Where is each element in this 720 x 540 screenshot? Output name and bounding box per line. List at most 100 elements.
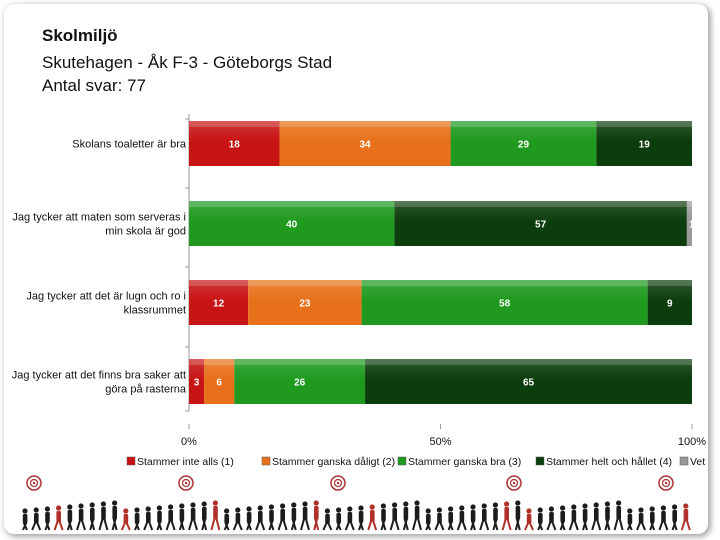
walker-leg: [613, 518, 619, 531]
walker-leg: [237, 522, 243, 531]
response-count: Antal svar: 77: [42, 76, 146, 95]
walker-head: [515, 500, 521, 506]
walker-leg: [53, 521, 59, 531]
walker-body: [549, 512, 554, 523]
walker-leg: [322, 522, 328, 531]
walker-head: [448, 506, 454, 512]
walker-leg: [680, 520, 686, 531]
walker-leg: [434, 522, 440, 531]
walker-leg: [412, 518, 417, 531]
walker-head: [190, 502, 196, 508]
bar-segment: [189, 121, 280, 166]
x-tick-label: 0%: [181, 436, 197, 448]
walker-figure: [412, 500, 422, 531]
walker-leg: [58, 521, 64, 531]
walker-figure: [649, 506, 656, 531]
bar-segment: [361, 280, 648, 325]
walker-leg: [671, 520, 677, 531]
walker-leg: [335, 522, 341, 531]
walker-leg: [461, 521, 467, 531]
walker-leg: [193, 519, 198, 531]
bar-highlight: [450, 121, 597, 127]
walker-leg: [44, 521, 50, 531]
walker-body: [67, 510, 73, 522]
walker-leg: [215, 518, 221, 531]
walker-body: [392, 508, 397, 521]
walker-leg: [685, 520, 691, 531]
data-label: 0: [694, 140, 700, 151]
walker-leg: [300, 518, 305, 531]
bar-highlight: [365, 359, 692, 365]
walker-figure: [447, 506, 454, 531]
walker-leg: [492, 519, 498, 531]
walker-figure: [389, 502, 400, 531]
walker-leg: [143, 521, 149, 531]
walker-body: [504, 507, 509, 521]
walker-figure: [636, 507, 646, 531]
walker-leg: [201, 518, 207, 531]
data-label: 23: [299, 299, 311, 310]
bar-highlight: [647, 280, 692, 286]
legend-label: Stammer ganska bra (3): [408, 456, 521, 468]
bar-highlight: [189, 359, 205, 365]
walker-head: [403, 501, 409, 507]
walker-body: [605, 507, 610, 521]
walker-body: [526, 514, 532, 524]
walker-body: [571, 510, 577, 522]
walker-body: [22, 514, 28, 524]
legend-swatch: [679, 456, 689, 466]
bar-segment: [450, 121, 597, 166]
walker-leg: [260, 521, 266, 531]
legend-label: Stammer helt och hållet (4): [546, 456, 672, 468]
walker-head: [246, 506, 252, 512]
walker-body: [123, 514, 129, 524]
walker-body: [448, 512, 453, 523]
walker-leg: [568, 520, 574, 531]
walker-body: [650, 512, 655, 523]
data-label: 26: [294, 378, 306, 389]
walker-head: [425, 508, 431, 514]
walker-head: [280, 503, 286, 509]
walker-leg: [66, 520, 72, 531]
walker-figure: [53, 505, 64, 531]
category-label: klassrummet: [124, 305, 186, 317]
walker-head: [369, 504, 375, 510]
walker-head: [604, 501, 610, 507]
walker-leg: [626, 522, 632, 531]
data-label: 1: [689, 220, 695, 231]
walker-head: [78, 503, 84, 509]
walker-head: [67, 504, 73, 510]
walker-figure: [232, 507, 243, 531]
walker-figure: [290, 502, 297, 531]
walker-head: [313, 500, 319, 506]
data-label: 18: [229, 140, 241, 151]
walker-leg: [604, 518, 610, 531]
walker-body: [112, 506, 117, 520]
walker-body: [168, 510, 173, 522]
walker-leg: [501, 518, 507, 531]
walker-body: [34, 513, 39, 524]
walker-figure: [134, 507, 140, 531]
target-marker: [26, 475, 42, 491]
walker-body: [235, 513, 241, 524]
walker-leg: [111, 518, 117, 531]
walker-body: [426, 514, 431, 524]
bar-segment: [365, 359, 692, 404]
walker-body: [101, 507, 106, 521]
walker-figure: [568, 504, 579, 531]
walker-leg: [367, 520, 373, 531]
walker-body: [381, 509, 386, 522]
category-label: min skola är god: [105, 226, 186, 238]
walker-leg: [22, 522, 27, 531]
walker-leg: [447, 521, 453, 531]
walker-figure: [367, 504, 378, 531]
walker-leg: [246, 521, 251, 531]
walker-figure: [31, 507, 42, 531]
bar-segment: [279, 121, 451, 166]
walker-leg: [402, 518, 408, 531]
walker-figure: [335, 507, 342, 531]
walker-body: [134, 513, 140, 524]
target-dot: [184, 481, 188, 485]
walker-head: [235, 507, 241, 513]
walker-body: [146, 512, 151, 523]
